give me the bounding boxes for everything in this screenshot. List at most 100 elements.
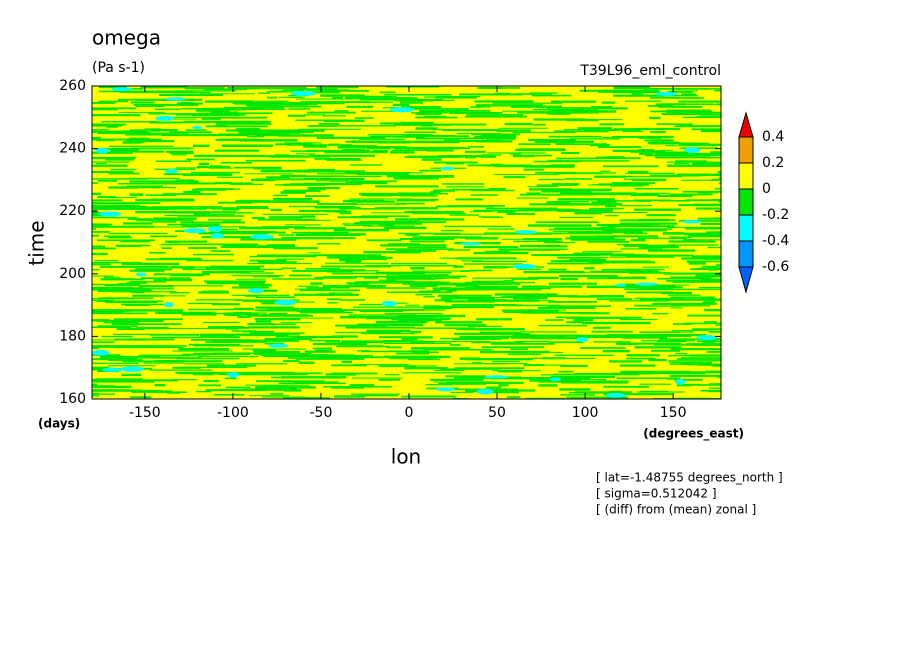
field-stripe <box>626 291 674 294</box>
field-stripe <box>542 189 604 192</box>
field-stripe <box>513 154 553 157</box>
field-stripe <box>619 364 656 367</box>
field-stripe <box>644 139 674 142</box>
field-stripe <box>619 318 658 321</box>
field-stripe <box>129 193 144 196</box>
field-stripe <box>686 260 707 263</box>
field-stripe <box>436 205 494 208</box>
field-blob <box>674 378 686 385</box>
field-blob <box>684 147 701 153</box>
field-stripe <box>169 152 195 155</box>
field-stripe <box>427 349 495 351</box>
field-stripe <box>184 363 225 365</box>
field-stripe <box>175 90 237 92</box>
field-stripe <box>714 89 721 92</box>
field-stripe <box>320 90 334 92</box>
field-stripe <box>193 253 235 256</box>
field-stripe <box>187 302 219 305</box>
field-stripe <box>327 302 338 304</box>
field-stripe <box>463 246 519 249</box>
field-stripe <box>307 125 338 127</box>
field-stripe <box>92 192 101 196</box>
field-stripe <box>340 299 365 301</box>
field-stripe <box>265 176 290 179</box>
field-stripe <box>178 366 248 369</box>
field-stripe <box>554 172 602 175</box>
field-stripe <box>101 120 159 123</box>
field-blob <box>98 211 122 217</box>
field-stripe <box>506 213 535 215</box>
field-stripe <box>269 90 286 92</box>
field-stripe <box>241 372 306 375</box>
field-stripe <box>649 96 681 99</box>
field-stripe <box>340 316 402 319</box>
field-stripe <box>633 199 672 202</box>
field-stripe <box>183 134 249 137</box>
field-stripe <box>143 345 187 347</box>
field-stripe <box>575 334 619 338</box>
field-stripe <box>502 110 555 112</box>
field-stripe <box>390 140 460 144</box>
field-stripe <box>213 268 283 271</box>
x-tick-label: -150 <box>129 405 161 421</box>
field-stripe <box>92 200 102 202</box>
field-stripe <box>180 221 245 224</box>
field-stripe <box>92 299 114 301</box>
field-stripe <box>314 158 361 160</box>
field-stripe <box>288 205 326 208</box>
field-stripe <box>670 296 715 299</box>
field-stripe <box>92 161 130 163</box>
field-stripe <box>704 321 717 323</box>
y-tick-label: 160 <box>59 391 86 407</box>
field-stripe <box>324 151 388 154</box>
field-stripe <box>291 231 349 234</box>
field-stripe <box>440 368 464 371</box>
y-tick-label: 200 <box>59 266 86 282</box>
field-stripe <box>227 280 265 283</box>
field-stripe <box>366 329 411 333</box>
field-stripe <box>548 110 617 113</box>
field-stripe <box>404 210 464 213</box>
field-stripe <box>413 271 452 274</box>
field-stripe <box>504 248 568 251</box>
field-stripe <box>423 115 446 119</box>
field-stripe <box>184 87 225 90</box>
field-stripe <box>574 212 602 215</box>
field-stripe <box>320 94 365 97</box>
field-stripe <box>112 291 177 293</box>
field-stripe <box>153 273 210 276</box>
field-stripe <box>660 291 692 295</box>
field-stripe <box>443 140 502 142</box>
field-stripe <box>291 130 314 134</box>
field-stripe <box>218 266 253 269</box>
field-stripe <box>268 306 294 309</box>
field-stripe <box>384 313 443 315</box>
field-stripe <box>603 385 650 388</box>
field-stripe <box>143 226 198 228</box>
field-stripe <box>342 148 366 151</box>
field-stripe <box>452 338 501 340</box>
field-stripe <box>411 350 430 353</box>
field-stripe <box>328 143 340 145</box>
field-stripe <box>136 220 194 222</box>
field-stripe <box>582 321 651 325</box>
field-stripe <box>506 396 521 399</box>
field-stripe <box>569 258 606 262</box>
field-stripe <box>253 353 265 355</box>
field-stripe <box>450 391 474 393</box>
field-stripe <box>120 150 165 153</box>
field-stripe <box>306 111 356 114</box>
field-stripe <box>626 284 690 286</box>
field-stripe <box>708 260 721 263</box>
field-stripe <box>433 189 456 192</box>
field-stripe <box>159 257 201 260</box>
field-stripe <box>495 266 511 268</box>
field-stripe <box>591 201 617 204</box>
field-stripe <box>576 188 612 191</box>
field-stripe <box>198 232 268 235</box>
field-stripe <box>317 175 382 178</box>
field-stripe <box>326 298 341 301</box>
field-stripe <box>202 271 251 274</box>
field-stripe <box>552 233 601 235</box>
field-stripe <box>652 303 700 306</box>
